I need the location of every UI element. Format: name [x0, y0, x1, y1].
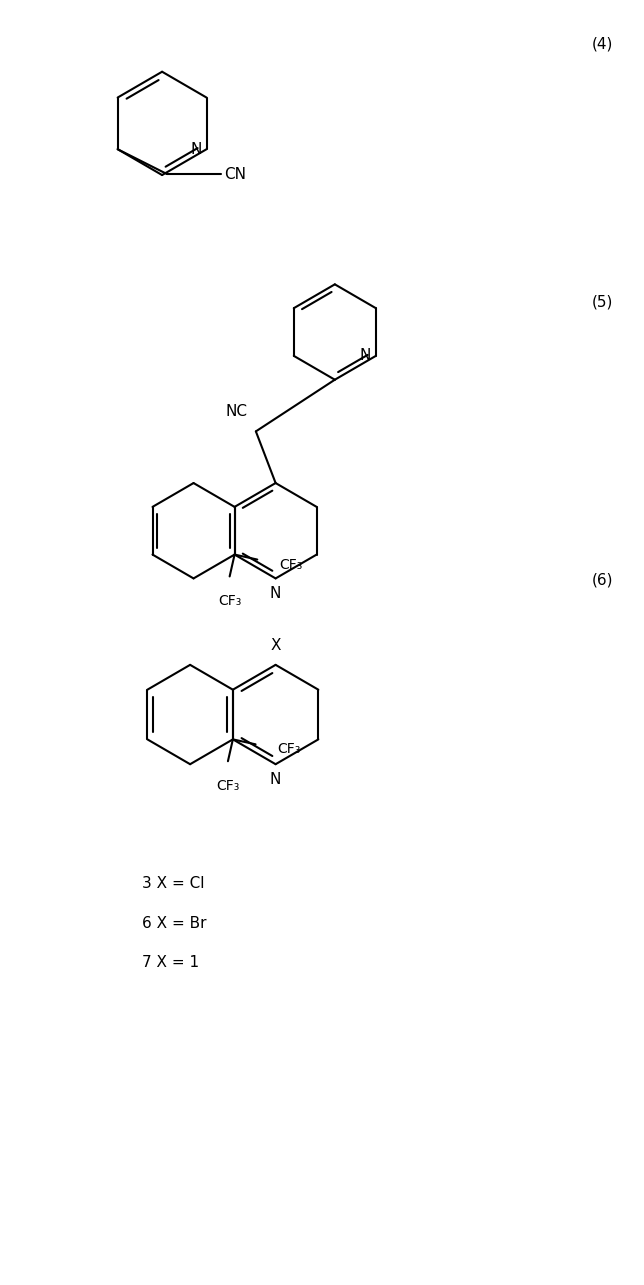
Text: N: N [359, 348, 371, 364]
Text: N: N [270, 772, 281, 788]
Text: CF₃: CF₃ [279, 558, 303, 572]
Text: CN: CN [224, 167, 246, 181]
Text: 6 X = Br: 6 X = Br [142, 916, 207, 930]
Text: N: N [190, 141, 202, 157]
Text: CF₃: CF₃ [216, 779, 240, 793]
Text: CF₃: CF₃ [278, 743, 301, 757]
Text: (6): (6) [591, 573, 613, 589]
Text: (4): (4) [591, 36, 613, 51]
Text: (5): (5) [591, 294, 613, 310]
Text: NC: NC [226, 405, 248, 419]
Text: 3 X = Cl: 3 X = Cl [142, 876, 205, 891]
Text: N: N [270, 586, 281, 601]
Text: X: X [270, 637, 281, 653]
Text: 7 X = 1: 7 X = 1 [142, 956, 200, 970]
Text: CF₃: CF₃ [218, 595, 242, 608]
